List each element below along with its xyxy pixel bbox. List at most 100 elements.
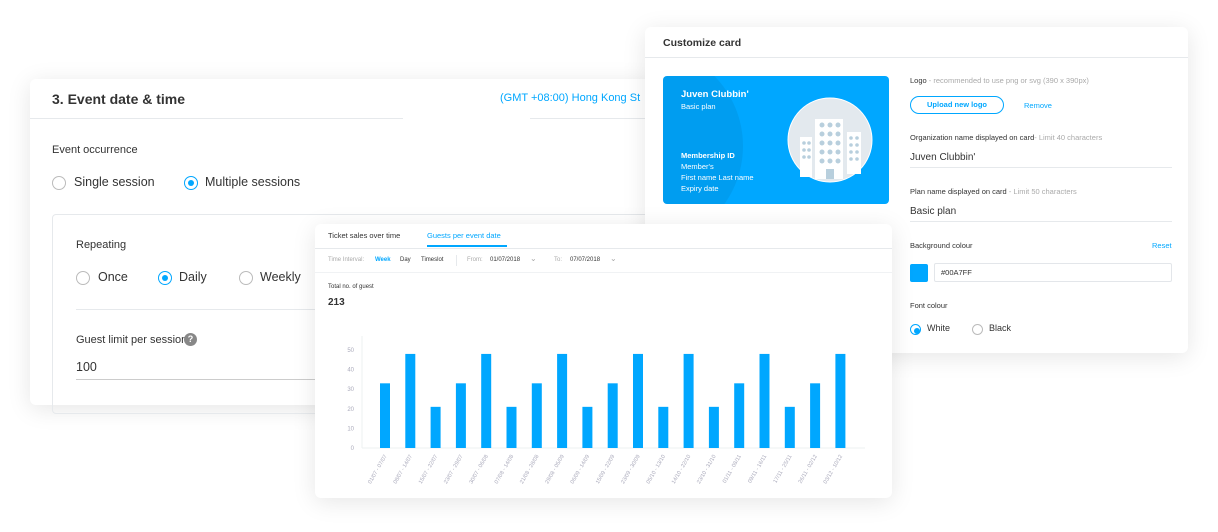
x-tick-label: 23/10 - 31/10 [696, 454, 717, 485]
tab-guests-per-date[interactable]: Guests per event date [427, 231, 501, 240]
x-tick-label: 29/08 - 05/09 [544, 454, 565, 485]
customize-card-panel: Customize card Juven Clubbin' Basic plan… [645, 27, 1188, 353]
x-tick-label: 17/11 - 25/11 [773, 454, 794, 484]
org-label-row: Organization name displayed on card- Lim… [910, 133, 1102, 142]
logo-label: Logo [910, 76, 927, 85]
chevron-down-icon[interactable]: ⌄ [530, 254, 537, 263]
timezone-select[interactable]: (GMT +08:00) Hong Kong St [500, 92, 641, 104]
bar [784, 406, 795, 448]
guest-limit-label: Guest limit per session [76, 334, 188, 346]
to-label: To: [554, 257, 563, 263]
bar [658, 406, 669, 448]
bar [810, 383, 821, 448]
plan-label: Plan name displayed on card [910, 187, 1007, 196]
bar [531, 383, 542, 448]
upload-logo-button[interactable]: Upload new logo [910, 96, 1004, 114]
bar [380, 383, 390, 448]
repeating-box: Repeating Once Daily Weekly Guest limit … [52, 214, 672, 414]
radio-single-session[interactable] [52, 176, 66, 190]
building-icon [787, 97, 873, 183]
bar [557, 353, 568, 448]
bg-colour-swatch[interactable] [910, 264, 928, 282]
x-tick-label: 08/07 - 14/07 [393, 454, 414, 485]
x-tick-label: 09/11 - 16/11 [747, 454, 768, 484]
plan-hint: - Limit 50 characters [1006, 187, 1077, 196]
y-tick-label: 40 [347, 368, 354, 374]
y-tick-label: 20 [347, 407, 354, 413]
radio-white[interactable] [910, 324, 921, 335]
x-tick-label: 05/10 - 13/10 [646, 454, 667, 485]
radio-black[interactable] [972, 324, 983, 335]
from-label: From: [467, 257, 483, 263]
chevron-down-icon[interactable]: ⌄ [610, 254, 617, 263]
bar [455, 383, 466, 448]
interval-week[interactable]: Week [375, 257, 391, 263]
bar [633, 353, 643, 448]
total-label: Total no. of guest [328, 284, 374, 290]
bar [759, 353, 770, 448]
reset-link[interactable]: Reset [1152, 241, 1172, 250]
x-tick-label: 03/12 - 10/12 [823, 454, 844, 485]
interval-label: Time Interval: [328, 257, 365, 263]
bar [683, 353, 694, 448]
occurrence-label: Event occurrence [52, 144, 138, 156]
tab-ticket-sales[interactable]: Ticket sales over time [328, 231, 401, 240]
x-tick-label: 14/10 - 22/10 [671, 454, 692, 485]
multiple-sessions-label: Multiple sessions [205, 175, 301, 189]
x-tick-label: 23/09 - 30/09 [620, 454, 641, 485]
card-name: First name Last name [681, 173, 754, 182]
radio-once[interactable] [76, 271, 90, 285]
x-tick-label: 07/08 - 14/08 [494, 454, 515, 485]
radio-weekly[interactable] [239, 271, 253, 285]
guest-limit-input[interactable]: 100 [76, 360, 97, 374]
daily-label: Daily [179, 270, 207, 284]
plan-name-input[interactable]: Basic plan [910, 206, 957, 217]
question-circle-icon[interactable]: ? [184, 333, 197, 346]
x-tick-label: 01/11 - 08/11 [722, 454, 743, 484]
radio-multiple-sessions[interactable] [184, 176, 198, 190]
x-tick-label: 15/07 - 22/07 [418, 454, 439, 485]
y-tick-label: 50 [347, 348, 354, 354]
card-member: Member's [681, 162, 714, 171]
remove-logo-link[interactable]: Remove [1024, 101, 1052, 110]
section-title: 3. Event date & time [52, 91, 186, 107]
membership-card-preview: Juven Clubbin' Basic plan Membership ID … [663, 76, 889, 204]
card-membership-id: Membership ID [681, 151, 735, 160]
to-date-select[interactable]: 07/07/2018 [570, 257, 601, 263]
guests-chart-panel: Ticket sales over time Guests per event … [315, 224, 892, 498]
single-session-label: Single session [74, 175, 155, 189]
plan-label-row: Plan name displayed on card - Limit 50 c… [910, 187, 1077, 196]
bar [582, 406, 593, 448]
card-plan: Basic plan [681, 102, 716, 111]
bar [708, 406, 719, 448]
from-date-select[interactable]: 01/07/2018 [490, 257, 521, 263]
bg-colour-input[interactable]: #00A7FF [934, 263, 1172, 282]
y-tick-label: 30 [347, 387, 354, 393]
weekly-label: Weekly [260, 270, 301, 284]
black-label: Black [989, 323, 1012, 333]
x-tick-label: 23/07 - 29/07 [443, 454, 464, 485]
org-name-input[interactable]: Juven Clubbin' [910, 152, 976, 163]
card-expiry: Expiry date [681, 184, 719, 193]
interval-timeslot[interactable]: Timeslot [421, 257, 444, 263]
bar [430, 406, 441, 448]
x-tick-label: 30/07 - 06/08 [469, 454, 490, 485]
logo-hint: - recommended to use png or svg (390 x 3… [926, 76, 1089, 85]
panel-title: Customize card [663, 37, 742, 49]
org-label: Organization name displayed on card [910, 133, 1035, 142]
radio-daily[interactable] [158, 271, 172, 285]
interval-day[interactable]: Day [400, 257, 411, 263]
x-tick-label: 15/09 - 22/09 [595, 454, 616, 485]
card-org-name: Juven Clubbin' [681, 89, 749, 100]
x-tick-label: 26/11 - 02/12 [798, 454, 819, 485]
white-label: White [927, 323, 951, 333]
once-label: Once [98, 270, 128, 284]
y-tick-label: 10 [347, 426, 354, 432]
bg-colour-label: Background colour [910, 241, 973, 250]
y-tick-label: 0 [351, 446, 355, 452]
bar [607, 383, 618, 448]
bar [481, 353, 492, 448]
active-tab-indicator [427, 245, 507, 247]
repeating-label: Repeating [76, 239, 127, 251]
x-tick-label: 06/09 - 14/09 [570, 454, 591, 485]
